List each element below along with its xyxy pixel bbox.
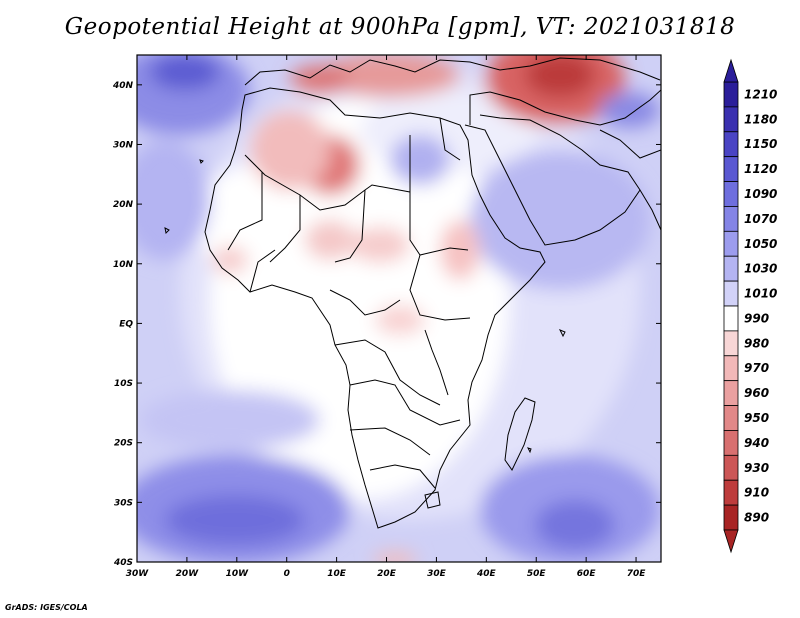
colorbar-swatch (723, 131, 739, 158)
colorbar-top-arrow (723, 58, 739, 83)
colorbar-label: 1180 (744, 112, 777, 126)
colorbar-label: 980 (744, 336, 769, 350)
x-tick-label: 10W (226, 569, 250, 579)
colorbar-swatch (723, 380, 739, 406)
colorbar-label: 990 (744, 311, 769, 325)
coastlines (164, 57, 661, 529)
colorbar-swatch (723, 181, 739, 207)
colorbar-label: 970 (744, 361, 769, 375)
colorbar-swatch (723, 479, 739, 506)
colorbar-label: 1120 (744, 162, 777, 176)
colorbar-label: 1070 (744, 212, 777, 226)
colorbar-label: 1030 (744, 262, 777, 276)
y-tick-label: 20N (113, 200, 134, 210)
height-field-shading (137, 55, 661, 562)
software-credit: GrADS: IGES/COLA (5, 603, 88, 612)
colorbar-swatch (723, 206, 739, 232)
x-tick-label: 20W (176, 569, 200, 579)
colorbar-swatch (723, 81, 739, 108)
colorbar-label: 910 (744, 486, 769, 500)
colorbar-swatch (723, 230, 739, 257)
colorbar-swatch (723, 504, 739, 531)
colorbar-swatch (723, 430, 739, 456)
x-tick-label: 40E (476, 569, 497, 579)
x-tick-label: 20E (377, 569, 397, 579)
colorbar-label: 960 (744, 386, 769, 400)
x-tick-label: 30E (427, 569, 447, 579)
y-axis: 40N 30N 20N 10N EQ 10S 20S 30S 40S (112, 81, 661, 568)
colorbar-label: 940 (744, 436, 769, 450)
colorbar-swatch (723, 255, 739, 282)
colorbar-bottom-arrow (723, 529, 739, 554)
y-tick-label: 40N (112, 81, 134, 91)
x-tick-label: 60E (577, 569, 597, 579)
x-tick-label: 50E (527, 569, 547, 579)
colorbar-label: 890 (744, 511, 769, 525)
colorbar-swatch (723, 305, 739, 332)
colorbar-swatch (723, 280, 739, 307)
colorbar-label: 1210 (744, 87, 777, 101)
colorbar-swatch (723, 156, 739, 182)
x-tick-label: 30W (126, 569, 150, 579)
colorbar-label: 1150 (744, 137, 777, 151)
colorbar-swatch (723, 355, 739, 382)
plot-frame (136, 54, 662, 563)
y-tick-label: 10N (113, 260, 134, 270)
colorbar-swatch (723, 454, 739, 481)
y-tick-label: 10S (114, 379, 133, 389)
colorbar-swatch (723, 106, 739, 133)
colorbar-label: 930 (744, 461, 769, 475)
x-axis: 30W 20W 10W 0 10E 20E 30E 40E 50E 60E 70E (126, 55, 646, 579)
x-tick-label: 10E (327, 569, 347, 579)
colorbar-label: 1010 (744, 287, 777, 301)
colorbar-label: 1050 (744, 237, 777, 251)
y-tick-label: 20S (114, 439, 133, 449)
x-tick-label: 70E (627, 569, 647, 579)
colorbar-swatch (723, 405, 739, 431)
colorbar-label: 950 (744, 411, 769, 425)
map-title: Geopotential Height at 900hPa [gpm], VT:… (64, 14, 736, 40)
y-tick-label: 30S (114, 498, 133, 508)
x-tick-label: 0 (284, 569, 290, 579)
y-tick-label: EQ (119, 319, 133, 329)
colorbar-swatch (723, 330, 739, 357)
colorbar-label: 1090 (744, 187, 777, 201)
y-tick-label: 40S (113, 558, 133, 568)
y-tick-label: 30N (113, 140, 134, 150)
colorbar: 1210 1180 1150 1120 1090 1070 1050 1030 1010 990 9… (723, 58, 777, 554)
